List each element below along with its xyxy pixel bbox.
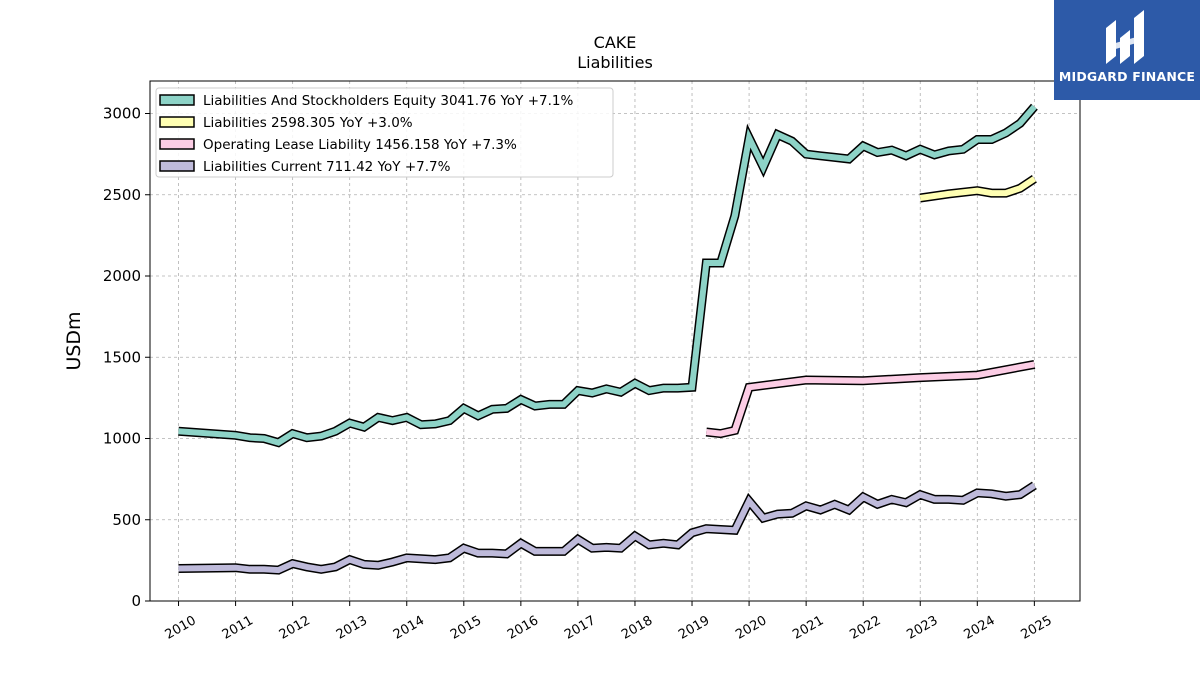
series-line-fill [705, 361, 1035, 437]
y-axis: 0 500 1000 1500 2000 2500 3000 [103, 105, 150, 610]
x-tick-label: 2025 [1019, 613, 1055, 643]
x-tick-label: 2013 [334, 613, 370, 643]
legend-item: Liabilities And Stockholders Equity 3041… [159, 93, 573, 109]
brand-badge: MIDGARD FINANCE [1054, 0, 1200, 100]
x-tick-label: 2014 [391, 613, 427, 643]
chart-subtitle: Liabilities [577, 53, 653, 72]
plot-frame [149, 80, 1081, 602]
series-line-outline [178, 481, 1037, 575]
legend-swatch [159, 116, 195, 128]
x-tick-label: 2017 [562, 613, 598, 643]
x-axis: 2010 2011 2012 2013 2014 2015 2016 2017 2018 2019… [163, 601, 1055, 643]
y-axis-label: USDm [63, 311, 85, 370]
plot-series [178, 103, 1038, 575]
legend-label: Liabilities 2598.305 YoY +3.0% [203, 115, 413, 131]
legend: Liabilities And Stockholders Equity 3041… [155, 87, 614, 178]
brand-name: MIDGARD FINANCE [1058, 69, 1196, 84]
legend-label: Liabilities And Stockholders Equity 3041… [203, 93, 573, 109]
x-tick-label: 2021 [790, 613, 826, 643]
x-tick-label: 2018 [619, 613, 655, 643]
series-line-fill [178, 482, 1037, 574]
series-line-fill [178, 104, 1037, 446]
y-tick-label: 1000 [103, 430, 141, 448]
midgard-logo-icon [1106, 10, 1144, 64]
x-tick-label: 2020 [733, 613, 769, 643]
y-tick-label: 2500 [103, 186, 141, 204]
legend-item: Liabilities Current 711.42 YoY +7.7% [159, 159, 451, 175]
legend-swatch [159, 160, 195, 172]
series-line-fill [919, 176, 1037, 201]
legend-box [155, 87, 614, 178]
series-line-4 [178, 481, 1037, 575]
legend-label: Operating Lease Liability 1456.158 YoY +… [203, 137, 517, 153]
y-tick-label: 1500 [103, 348, 141, 366]
y-tick-label: 2000 [103, 267, 141, 285]
legend-item: Liabilities 2598.305 YoY +3.0% [159, 115, 413, 131]
x-tick-label: 2011 [220, 613, 256, 643]
chart-title: CAKE [594, 33, 637, 52]
series-line-3 [705, 359, 1036, 439]
legend-swatch [159, 94, 195, 106]
x-tick-label: 2024 [961, 613, 997, 643]
series-line-1 [178, 103, 1038, 448]
x-tick-label: 2019 [676, 613, 712, 643]
x-tick-label: 2022 [847, 613, 883, 643]
y-tick-label: 0 [131, 592, 141, 610]
grid [150, 81, 1080, 602]
legend-swatch [159, 138, 195, 150]
x-tick-label: 2012 [277, 613, 313, 643]
x-tick-label: 2010 [163, 613, 199, 643]
x-tick-label: 2023 [904, 613, 940, 643]
y-tick-label: 500 [112, 511, 141, 529]
series-line-2 [919, 175, 1037, 203]
x-tick-label: 2016 [505, 613, 541, 643]
x-tick-label: 2015 [448, 613, 484, 643]
legend-label: Liabilities Current 711.42 YoY +7.7% [203, 159, 451, 175]
y-tick-label: 3000 [103, 105, 141, 123]
legend-item: Operating Lease Liability 1456.158 YoY +… [159, 137, 517, 153]
